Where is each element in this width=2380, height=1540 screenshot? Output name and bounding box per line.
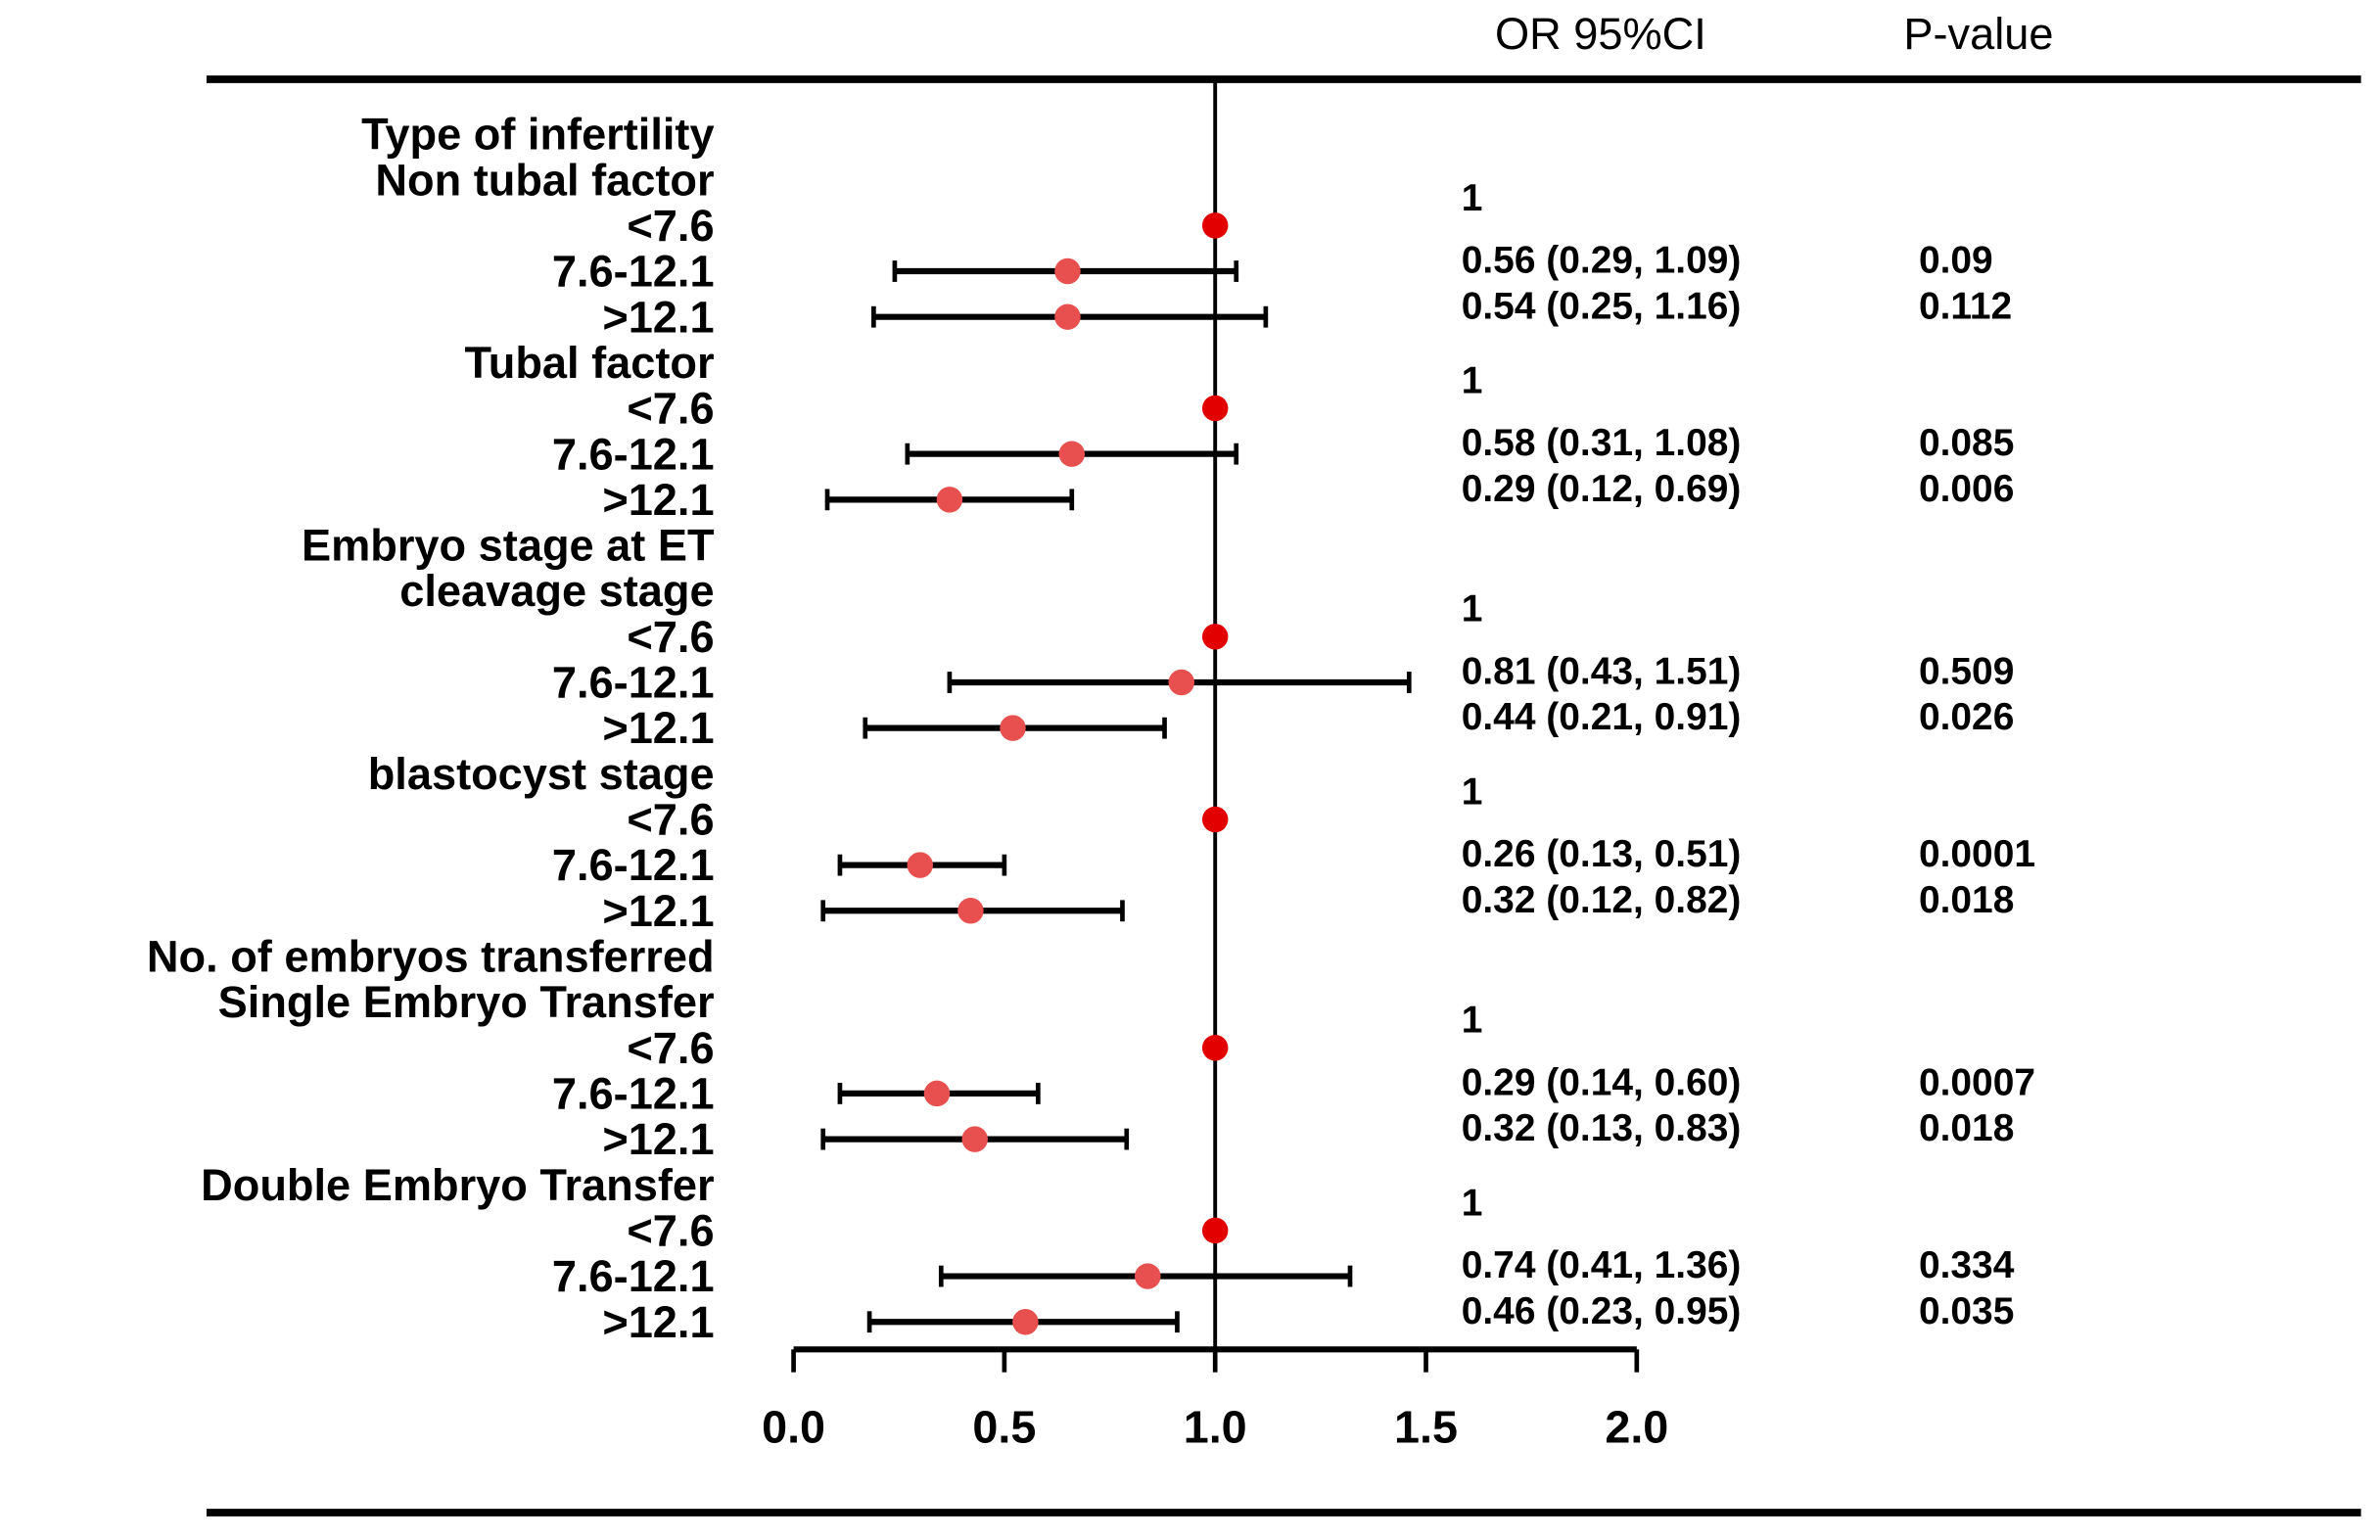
or-ci-value: 0.26 (0.13, 0.51)	[1462, 833, 1742, 875]
p-value: 0.026	[1919, 696, 2014, 738]
or-ci-value: 0.56 (0.29, 1.09)	[1462, 240, 1742, 282]
row-label-item: 7.6-12.1	[552, 247, 715, 297]
or-ci-value: 0.29 (0.14, 0.60)	[1462, 1061, 1742, 1103]
p-value: 0.006	[1919, 468, 2014, 510]
reference-point	[1201, 624, 1229, 650]
row-label-ref: <7.6	[627, 201, 714, 251]
or-ci-value: 0.32 (0.13, 0.83)	[1462, 1107, 1742, 1149]
estimate-point	[1000, 715, 1026, 741]
row-label-sub: Single Embryo Transfer	[218, 977, 715, 1027]
reference-point	[1201, 212, 1229, 239]
or-ci-value: 0.74 (0.41, 1.36)	[1462, 1244, 1742, 1286]
estimate-point	[1168, 669, 1194, 696]
row-label-sub: Tubal factor	[465, 338, 715, 388]
row-label-sub: blastocyst stage	[368, 749, 715, 799]
or-ci-value: 0.58 (0.31, 1.08)	[1462, 422, 1742, 464]
reference-point	[1201, 395, 1229, 422]
row-label-item: >12.1	[602, 703, 714, 753]
or-ci-value: 1	[1462, 770, 1483, 813]
row-label-ref: <7.6	[627, 384, 714, 434]
row-label-item: 7.6-12.1	[552, 429, 715, 479]
x-tick-label: 0.0	[762, 1401, 825, 1452]
reference-point	[1201, 1035, 1229, 1061]
or-ci-value: 0.29 (0.12, 0.69)	[1462, 468, 1742, 510]
row-label-sub: Double Embryo Transfer	[201, 1160, 714, 1210]
row-label-item: >12.1	[602, 292, 714, 342]
estimate-point	[957, 898, 984, 924]
row-label-item: >12.1	[602, 1297, 714, 1347]
x-tick-label: 1.5	[1394, 1401, 1458, 1452]
or-ci-value: 1	[1462, 177, 1483, 219]
row-label-header: No. of embryos transferred	[147, 932, 715, 982]
row-label-item: 7.6-12.1	[552, 658, 715, 708]
row-label-sub: cleavage stage	[399, 566, 714, 616]
estimate-point	[1054, 257, 1081, 285]
estimate-point	[961, 1126, 988, 1152]
estimate-point	[1058, 441, 1086, 467]
row-label-ref: <7.6	[627, 1205, 714, 1255]
p-value: 0.035	[1919, 1290, 2014, 1332]
x-tick-label: 0.5	[972, 1401, 1036, 1452]
row-label-item: 7.6-12.1	[552, 1251, 715, 1301]
p-value: 0.0007	[1919, 1061, 2035, 1103]
x-tick-label: 2.0	[1605, 1401, 1668, 1452]
p-value: 0.018	[1919, 879, 2014, 921]
estimate-point	[1012, 1308, 1039, 1335]
row-label-ref: <7.6	[627, 612, 714, 662]
p-column-header: P-value	[1903, 9, 2053, 59]
reference-point	[1201, 1217, 1229, 1244]
or-ci-value: 0.32 (0.12, 0.82)	[1462, 879, 1742, 921]
estimate-point	[907, 852, 933, 878]
row-label-item: 7.6-12.1	[552, 1068, 715, 1118]
estimate-point	[1054, 303, 1081, 330]
p-value: 0.334	[1919, 1244, 2015, 1286]
or-column-header: OR 95%CI	[1495, 9, 1706, 59]
or-ci-value: 0.81 (0.43, 1.51)	[1462, 651, 1742, 693]
p-value: 0.018	[1919, 1107, 2014, 1149]
or-ci-value: 0.44 (0.21, 0.91)	[1462, 696, 1742, 738]
p-value: 0.509	[1919, 651, 2014, 693]
p-value: 0.0001	[1919, 833, 2035, 875]
or-ci-value: 0.54 (0.25, 1.16)	[1462, 285, 1742, 327]
reference-point	[1201, 806, 1229, 833]
p-value: 0.112	[1919, 285, 2012, 327]
row-label-sub: Non tubal factor	[375, 155, 714, 205]
row-label-header: Embryo stage at ET	[302, 521, 715, 571]
estimate-point	[1135, 1263, 1161, 1289]
row-label-item: >12.1	[602, 475, 714, 525]
or-ci-value: 1	[1462, 359, 1483, 401]
p-value: 0.09	[1919, 240, 1993, 282]
estimate-point	[923, 1080, 951, 1107]
or-ci-value: 1	[1462, 1182, 1483, 1224]
or-ci-value: 1	[1462, 1000, 1483, 1042]
p-value: 0.085	[1919, 422, 2014, 464]
row-label-ref: <7.6	[627, 795, 714, 845]
or-ci-value: 1	[1462, 588, 1483, 630]
row-label-header: Type of infertility	[361, 110, 714, 160]
row-label-ref: <7.6	[627, 1023, 714, 1073]
row-label-item: >12.1	[602, 886, 714, 936]
row-label-item: >12.1	[602, 1114, 714, 1164]
row-label-item: 7.6-12.1	[552, 840, 715, 890]
x-tick-label: 1.0	[1184, 1401, 1247, 1452]
estimate-point	[936, 487, 963, 513]
or-ci-value: 0.46 (0.23, 0.95)	[1462, 1290, 1742, 1332]
